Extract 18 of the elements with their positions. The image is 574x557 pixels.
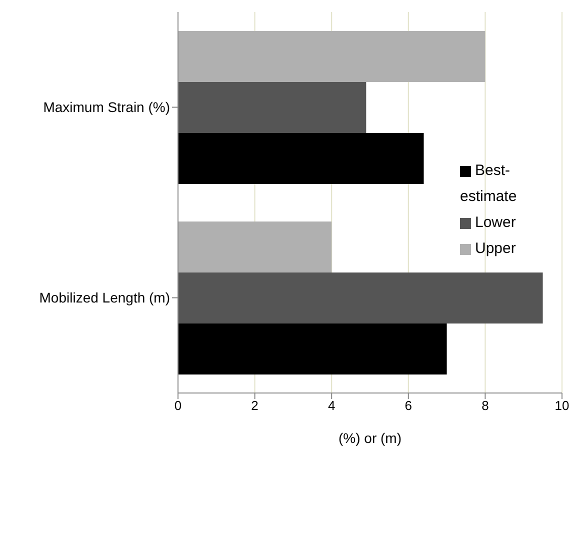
bar [178,272,543,324]
bar [178,324,447,375]
bar [178,222,332,273]
y-tick-label: Maximum Strain (%) [43,99,170,116]
legend-label: Best-estimate [460,162,517,205]
legend-label: Upper [475,240,516,257]
x-axis-title: (%) or (m) [338,430,402,446]
bar [178,133,424,184]
x-tick-label: 4 [328,398,336,414]
x-tick-label: 2 [251,398,258,414]
bar [178,82,366,134]
x-tick-label: 6 [404,398,412,414]
y-tick-label: Mobilized Length (m) [39,290,170,306]
bar [178,31,486,82]
x-tick-label: 10 [554,398,570,414]
x-tick-label: 0 [174,398,182,414]
x-tick-label: 8 [482,398,489,414]
legend-label: Lower [475,214,516,231]
